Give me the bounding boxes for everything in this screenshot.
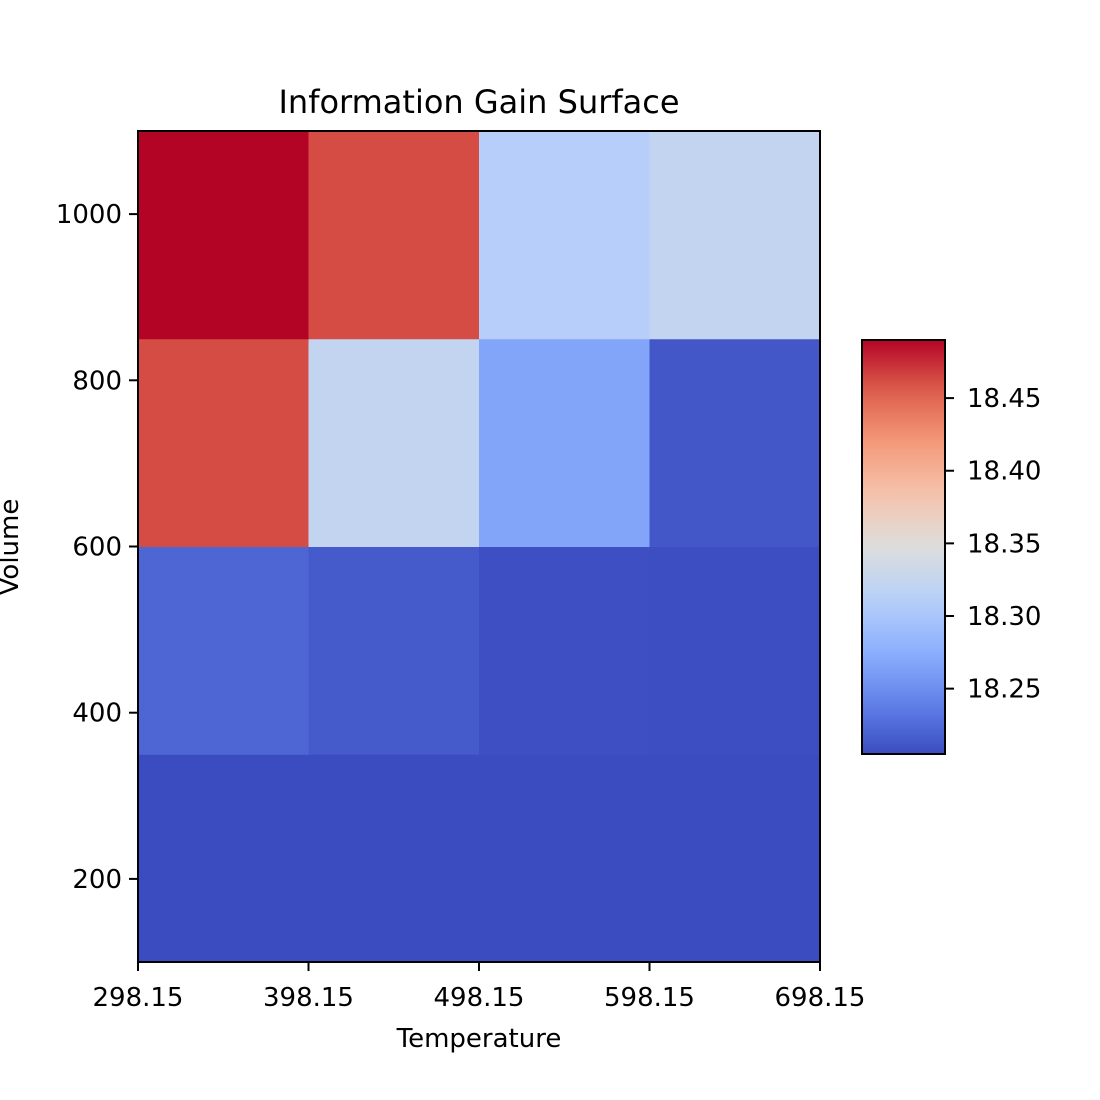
heatmap-cell xyxy=(308,546,480,755)
y-tick-label: 800 xyxy=(72,366,122,396)
x-tick-label: 698.15 xyxy=(775,983,866,1013)
x-tick-label: 598.15 xyxy=(604,983,695,1013)
heatmap-cell xyxy=(138,338,309,547)
heatmap-cell xyxy=(479,546,650,755)
heatmap-cell xyxy=(138,131,309,340)
heatmap-cell xyxy=(308,754,480,963)
heatmap-cells xyxy=(138,131,821,963)
y-axis-label: Volume xyxy=(0,499,25,596)
heatmap-cell xyxy=(138,754,309,963)
heatmap-cell xyxy=(308,338,480,547)
colorbar-tick-label: 18.45 xyxy=(967,384,1041,414)
x-axis-label: Temperature xyxy=(396,1024,562,1054)
colorbar-tick-label: 18.25 xyxy=(967,675,1041,705)
x-tick-label: 498.15 xyxy=(434,983,525,1013)
colorbar-tick-label: 18.40 xyxy=(967,457,1041,487)
heatmap-cell xyxy=(479,131,650,340)
heatmap-cell xyxy=(479,338,650,547)
chart-title: Information Gain Surface xyxy=(278,83,679,121)
y-axis: 200 400 600 800 1000 xyxy=(56,200,138,895)
colorbar-ticks: 18.25 18.30 18.35 18.40 18.45 xyxy=(945,384,1041,705)
heatmap-cell xyxy=(649,338,821,547)
colorbar-frame xyxy=(861,339,946,755)
heatmap-cell xyxy=(308,131,480,340)
colorbar-tick-label: 18.35 xyxy=(967,529,1041,559)
colorbar-tick-label: 18.30 xyxy=(967,602,1041,632)
y-tick-label: 400 xyxy=(72,699,122,729)
x-axis: 298.15 398.15 498.15 598.15 698.15 xyxy=(93,962,866,1013)
colorbar-gradient xyxy=(862,340,945,754)
y-tick-label: 1000 xyxy=(56,200,122,230)
y-tick-label: 600 xyxy=(72,533,122,563)
heatmap-cell xyxy=(649,546,821,755)
heatmap-cell xyxy=(138,546,309,755)
heatmap-cell xyxy=(479,754,650,963)
y-tick-label: 200 xyxy=(72,865,122,895)
x-tick-label: 398.15 xyxy=(263,983,354,1013)
x-tick-label: 298.15 xyxy=(93,983,184,1013)
heatmap-cell xyxy=(649,754,821,963)
heatmap-cell xyxy=(649,131,821,340)
